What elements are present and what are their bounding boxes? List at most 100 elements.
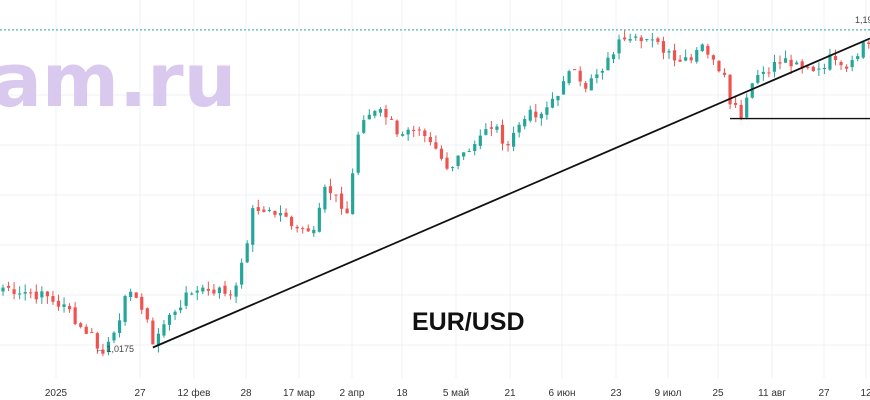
candle-down [34, 291, 38, 300]
candle-up [606, 57, 610, 71]
candle-down [328, 186, 333, 194]
candle-down [672, 50, 677, 61]
candle-down [639, 37, 643, 42]
candle-up [179, 307, 183, 311]
candle-up [756, 75, 760, 83]
candle-up [18, 293, 22, 295]
candle-down [273, 210, 277, 215]
candle-up [378, 109, 382, 113]
candle-up [351, 173, 355, 215]
candle-down [140, 296, 144, 310]
x-tick-label: 9 июл [654, 388, 681, 399]
candle-down [45, 291, 49, 297]
candle-up [478, 135, 482, 146]
candle-up [495, 126, 499, 130]
candle-up [523, 119, 527, 127]
candle-up [129, 291, 133, 298]
candle-down [778, 62, 782, 64]
candle-down [845, 66, 849, 69]
candle-up [695, 49, 699, 62]
candle-up [356, 134, 360, 173]
candle-down [534, 111, 538, 118]
candle-up [1, 287, 5, 292]
candle-up [684, 57, 688, 61]
candle-up [173, 311, 177, 315]
candle-down [345, 208, 349, 214]
candle-down [412, 129, 416, 131]
x-tick-label: 11 авг [758, 388, 786, 399]
candle-up [362, 120, 366, 133]
candle-up [201, 287, 205, 292]
candle-down [339, 193, 344, 209]
candle-down [223, 285, 227, 294]
candle-down [295, 226, 299, 229]
candle-up [645, 38, 649, 40]
candle-up [667, 51, 671, 53]
candle-down [56, 300, 61, 307]
candle-up [167, 314, 172, 325]
candle-down [445, 157, 449, 169]
candle-down [423, 130, 427, 137]
candle-up [190, 293, 194, 295]
candle-up [783, 58, 788, 63]
candle-up [561, 81, 566, 95]
candle-up [556, 95, 560, 101]
candle-down [73, 307, 77, 324]
x-tick-label: 12 фев [177, 387, 210, 399]
candle-down [439, 148, 444, 159]
candle-up [23, 292, 27, 294]
candle-down [678, 59, 682, 62]
candle-down [395, 120, 399, 135]
candle-down [256, 207, 260, 212]
pair-label: EUR/USD [412, 308, 525, 336]
candle-up [467, 151, 471, 153]
candle-up [750, 83, 754, 98]
candle-up [795, 62, 799, 65]
candle-down [767, 72, 771, 74]
candle-down [734, 103, 738, 105]
x-axis-ticks: 2025 27 12 фев 28 17 мар 2 апр 18 5 май 21 6 июн 2… [45, 387, 870, 399]
candle-up [850, 60, 854, 68]
candle-down [206, 288, 210, 291]
candle-down [228, 294, 233, 296]
candle-up [278, 213, 283, 216]
x-tick-label: 2 апр [340, 388, 365, 399]
candle-up [401, 134, 405, 136]
candle-up [317, 207, 321, 232]
candle-up [772, 61, 777, 72]
candle-down [284, 212, 288, 217]
candle-up [123, 296, 127, 322]
candle-down [833, 56, 838, 61]
candle-up [761, 71, 765, 74]
candle-down [584, 82, 588, 89]
candle-up [539, 113, 543, 119]
candle-up [817, 68, 821, 70]
candle-down [6, 285, 11, 288]
candle-down [489, 127, 493, 129]
candle-up [550, 98, 555, 108]
candle-down [839, 62, 843, 66]
candle-up [861, 42, 865, 58]
candle-down [90, 332, 94, 334]
candle-down [384, 108, 388, 118]
candle-up [611, 54, 616, 60]
candle-up [406, 129, 410, 135]
candle-up [828, 54, 832, 70]
candle-down [811, 66, 815, 71]
candle-down [806, 66, 810, 68]
candle-up [650, 39, 654, 41]
candle-up [595, 74, 599, 79]
top-price-label: 1,19 [855, 15, 870, 25]
low-price-annotation: ← 1,0175 [95, 344, 134, 354]
candle-up [245, 243, 249, 263]
x-tick-label: 2025 [45, 388, 68, 399]
candle-up [195, 290, 199, 293]
candle-up [162, 324, 166, 336]
x-tick-label: 5 май [443, 388, 469, 399]
candle-up [312, 229, 316, 234]
candle-up [62, 304, 66, 307]
candle-down [301, 228, 305, 230]
candle-up [589, 78, 593, 91]
